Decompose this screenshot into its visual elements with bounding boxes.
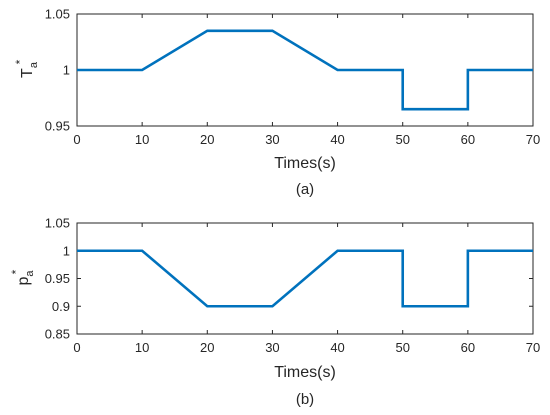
caption-a: (a) xyxy=(296,181,314,198)
x-tick-label: 70 xyxy=(526,132,540,147)
x-tick-labels-b: 0 10 20 30 40 50 60 70 xyxy=(73,340,540,355)
y-axis-label-b: pa xyxy=(15,270,36,286)
x-tick-label: 30 xyxy=(265,340,279,355)
x-tick-label: 30 xyxy=(265,132,279,147)
series-line-b xyxy=(77,249,533,308)
plot-area-a xyxy=(76,13,534,127)
x-tick-label: 0 xyxy=(73,132,80,147)
x-tick-label: 20 xyxy=(200,340,214,355)
x-tick-label: 60 xyxy=(461,340,475,355)
y-tick-label: 0.9 xyxy=(52,299,70,314)
chart-a: 0.95 1 1.05 0 10 20 30 40 50 60 70 Times(s) (a) T… xyxy=(13,7,540,199)
x-tick-labels-a: 0 10 20 30 40 50 60 70 xyxy=(73,132,540,147)
y-axis-label-a: Ta xyxy=(19,61,40,78)
x-axis-label-b: Times(s) xyxy=(274,364,336,381)
y-tick-labels-a: 0.95 1 1.05 xyxy=(45,7,70,134)
y-tick-label: 0.95 xyxy=(45,271,70,286)
y-axis-label-b-base: p xyxy=(15,277,32,286)
y-tick-label: 0.85 xyxy=(45,327,70,342)
x-tick-label: 60 xyxy=(461,132,475,147)
x-axis-label-a: Times(s) xyxy=(274,155,336,172)
y-tick-label: 1 xyxy=(63,63,70,78)
y-tick-label: 1 xyxy=(63,243,70,258)
caption-b: (b) xyxy=(296,391,314,408)
y-axis-label-b-sub: a xyxy=(24,270,36,277)
x-tick-label: 50 xyxy=(395,132,409,147)
x-tick-label: 10 xyxy=(135,340,149,355)
x-tick-label: 10 xyxy=(135,132,149,147)
y-axis-label-a-base: T xyxy=(19,68,36,78)
x-tick-label: 0 xyxy=(73,340,80,355)
x-tick-label: 70 xyxy=(526,340,540,355)
x-tick-label: 40 xyxy=(330,132,344,147)
y-tick-label: 1.05 xyxy=(45,216,70,231)
y-axis-label-a-sub: a xyxy=(28,61,40,68)
series-line-a xyxy=(77,29,533,111)
y-tick-label: 0.95 xyxy=(45,119,70,134)
y-tick-label: 1.05 xyxy=(45,7,70,22)
chart-b: 0.85 0.9 0.95 1 1.05 0 10 20 30 40 50 60 70 Times(s… xyxy=(9,216,540,409)
y-axis-label-b-sup: * xyxy=(9,269,23,274)
x-tick-label: 40 xyxy=(330,340,344,355)
y-axis-label-a-sup: * xyxy=(13,59,27,64)
y-tick-labels-b: 0.85 0.9 0.95 1 1.05 xyxy=(45,216,70,342)
x-tick-label: 50 xyxy=(395,340,409,355)
x-tick-label: 20 xyxy=(200,132,214,147)
